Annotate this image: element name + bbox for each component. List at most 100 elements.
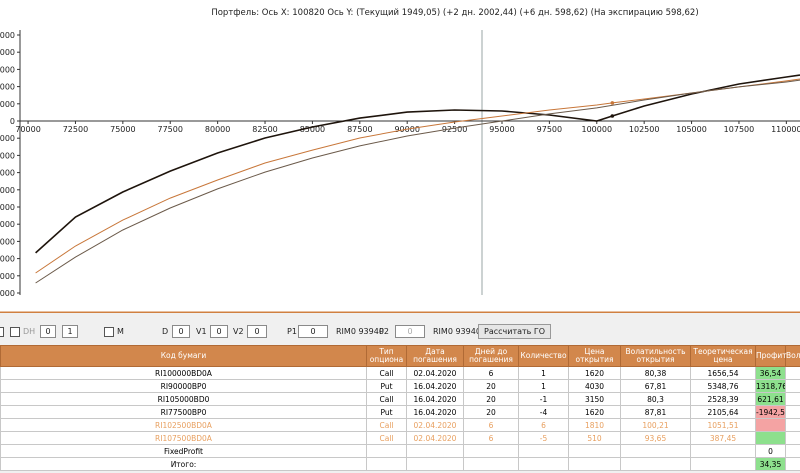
table-cell: Call — [366, 392, 407, 406]
x-tick-label: 107500 — [724, 125, 755, 134]
table-cell: Call — [366, 431, 407, 445]
table-row: RI105000BD0 Call 16.04.2020 20 -1 3150 80,3 252… — [0, 392, 800, 406]
table-cell: 100,21 — [620, 418, 691, 432]
table-cell: RI100000BD0A — [0, 366, 367, 380]
spinner[interactable]: 0 — [40, 325, 56, 338]
table-cell: 6 — [463, 366, 519, 380]
toolbar: DH 0 1 M D 0 V1 0 V2 0 P1 0 RIM0 93940 P… — [0, 318, 800, 344]
table-cell: 34,35 — [755, 457, 786, 471]
table-cell: Call — [366, 418, 407, 432]
table-cell: 20 — [463, 379, 519, 393]
table-cell: 16.04.2020 — [406, 379, 464, 393]
table-cell — [785, 392, 800, 406]
table-cell: 1051,51 — [690, 418, 756, 432]
input[interactable]: 0 — [247, 325, 267, 338]
table-cell: 2105,64 — [690, 405, 756, 419]
table-cell: RI77500BP0 — [0, 405, 367, 419]
calc-button[interactable]: Рассчитать ГО — [478, 324, 552, 339]
table-cell: -1942,56 — [755, 405, 786, 419]
table-cell — [785, 418, 800, 432]
table-cell: 510 — [568, 431, 621, 445]
input[interactable]: 0 — [298, 325, 328, 338]
table-cell: 6 — [463, 431, 519, 445]
table-cell — [463, 444, 519, 458]
checkbox-dh[interactable] — [10, 327, 20, 337]
column-header: Вол — [785, 345, 800, 367]
column-header: Цена открытия — [568, 345, 621, 367]
table-cell — [620, 444, 691, 458]
table-cell: 0 — [755, 444, 786, 458]
table-cell: 2528,39 — [690, 392, 756, 406]
label: RIM0 93940 — [433, 327, 481, 336]
table-cell: Итого: — [0, 457, 367, 471]
table-cell: 80,3 — [620, 392, 691, 406]
y-tick-label: -10000 — [0, 134, 15, 143]
table-row: RI107500BD0A Call 02.04.2020 6 -5 510 93,65 387… — [0, 431, 800, 445]
table-cell: RI90000BP0 — [0, 379, 367, 393]
spinner[interactable]: 1 — [62, 325, 78, 338]
column-header: Дата погашения — [406, 345, 464, 367]
checkbox-m[interactable] — [104, 327, 114, 337]
table-cell: 36,54 — [755, 366, 786, 380]
table-cell: 387,45 — [690, 431, 756, 445]
table-cell — [690, 457, 756, 471]
table-cell — [785, 379, 800, 393]
table-cell: 02.04.2020 — [406, 431, 464, 445]
label: V2 — [233, 327, 244, 336]
x-tick-label: 92500 — [442, 125, 467, 134]
table-cell: 1620 — [568, 366, 621, 380]
label: V1 — [196, 327, 207, 336]
x-tick-label: 75000 — [110, 125, 135, 134]
x-tick-label: 70000 — [15, 125, 40, 134]
table-cell: RI102500BD0A — [0, 418, 367, 432]
y-tick-label: -20000 — [0, 151, 15, 160]
table-cell: -5 — [518, 431, 569, 445]
x-tick-label: 102500 — [629, 125, 660, 134]
table-cell: 02.04.2020 — [406, 366, 464, 380]
table-cell: RI107500BD0A — [0, 431, 367, 445]
column-header: Теоретическая цена — [690, 345, 756, 367]
x-tick-label: 72500 — [63, 125, 88, 134]
table-cell: 93,65 — [620, 431, 691, 445]
input[interactable]: 0 — [172, 325, 190, 338]
table-cell — [366, 444, 407, 458]
table-cell: 4030 — [568, 379, 621, 393]
checkbox[interactable] — [0, 327, 4, 337]
table-cell: RI105000BD0 — [0, 392, 367, 406]
table: Код бумаги Тип опциона Дата погашения Дней … — [0, 345, 800, 471]
y-tick-label: -50000 — [0, 203, 15, 212]
x-tick-label: 80000 — [205, 125, 230, 134]
table-row: Итого: 34,35 — [0, 457, 800, 471]
y-tick-label: 20000 — [0, 83, 15, 92]
y-tick-label: -90000 — [0, 272, 15, 281]
table-cell — [406, 457, 464, 471]
table-cell: 16.04.2020 — [406, 405, 464, 419]
table-cell: -4 — [518, 405, 569, 419]
column-header: Профит — [755, 345, 787, 367]
table-row: RI77500BP0 Put 16.04.2020 20 -4 1620 87,81 2105… — [0, 405, 800, 419]
x-tick-label: 97500 — [537, 125, 562, 134]
x-tick-label: 87500 — [347, 125, 372, 134]
table-cell — [785, 444, 800, 458]
table-cell: 1 — [518, 379, 569, 393]
column-header: Дней до погашения — [463, 345, 519, 367]
input[interactable]: 0 — [210, 325, 228, 338]
y-tick-label: 10000 — [0, 100, 15, 109]
x-tick-label: 95000 — [489, 125, 514, 134]
table-cell — [620, 457, 691, 471]
table-row: RI100000BD0A Call 02.04.2020 6 1 1620 80,38 165… — [0, 366, 800, 380]
y-tick-label: -30000 — [0, 169, 15, 178]
label: M — [117, 327, 124, 336]
column-header: Тип опциона — [366, 345, 407, 367]
table-cell — [463, 457, 519, 471]
table-row: FixedProfit 0 — [0, 444, 800, 458]
input[interactable]: 0 — [395, 325, 425, 338]
label: P2 — [379, 327, 389, 336]
table-cell: 16.04.2020 — [406, 392, 464, 406]
table-cell: 1620 — [568, 405, 621, 419]
payoff-chart: Портфель: Ось X: 100820 Ось Y: (Текущий … — [0, 0, 800, 313]
column-header: Волатильность открытия — [620, 345, 691, 367]
table-cell — [785, 431, 800, 445]
y-tick-label: -80000 — [0, 255, 15, 264]
